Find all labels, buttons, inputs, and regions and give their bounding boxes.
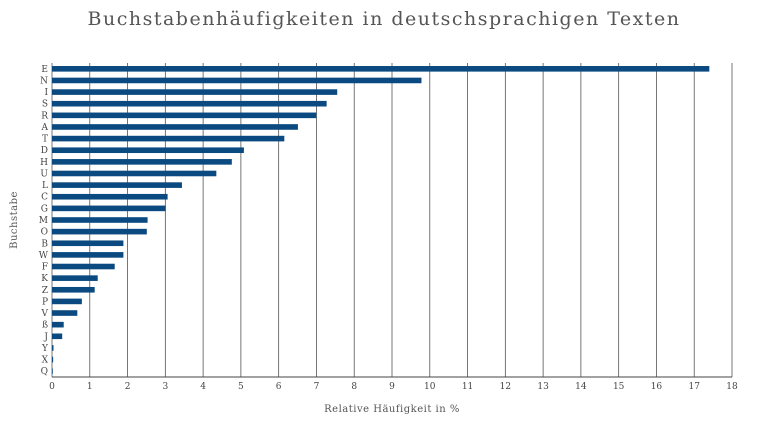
x-tick-label: 17 <box>688 382 700 392</box>
y-tick-label: V <box>41 309 49 319</box>
bar-S <box>52 100 327 107</box>
y-tick-label: Z <box>42 286 48 296</box>
x-tick-label: 16 <box>651 382 663 392</box>
y-tick-label: P <box>42 297 48 307</box>
x-tick-label: 13 <box>537 382 549 392</box>
bar-A <box>52 124 298 130</box>
y-tick-label: N <box>40 76 48 86</box>
y-tick-label: W <box>39 251 49 261</box>
bar-L <box>52 182 182 188</box>
bar-T <box>52 135 285 142</box>
y-tick-label: R <box>41 111 48 121</box>
x-tick-labels: 0 1 2 3 4 5 6 7 8 9 10 11 12 13 14 15 16 17 18 <box>49 382 738 392</box>
bar-X <box>52 356 54 363</box>
x-tick-label: 7 <box>314 382 320 392</box>
bar-C <box>52 193 168 200</box>
y-tick-label: J <box>43 332 48 342</box>
y-tick-label: C <box>41 193 48 203</box>
bar-ß <box>52 321 64 328</box>
x-tick-label: 15 <box>613 382 625 392</box>
y-axis-label: Buchstabe <box>9 191 20 249</box>
y-tick-label: E <box>41 65 48 75</box>
x-tick-label: 4 <box>200 382 206 392</box>
y-tick-label: F <box>42 263 48 273</box>
x-tick-label: 9 <box>389 382 395 392</box>
x-tick-label: 10 <box>424 382 436 392</box>
bar-H <box>52 159 232 165</box>
x-tick-label: 14 <box>575 382 587 392</box>
x-axis-label: Relative Häufigkeit in % <box>324 404 460 415</box>
x-tick-label: 5 <box>238 382 244 392</box>
y-tick-label: Y <box>41 344 49 354</box>
bar-R <box>52 112 317 119</box>
bar-V <box>52 310 78 316</box>
x-tick-label: 11 <box>462 382 473 392</box>
bar-M <box>52 217 148 223</box>
y-tick-label: O <box>41 228 48 238</box>
y-tick-label: ß <box>42 321 48 331</box>
bar-N <box>52 77 422 84</box>
bar-F <box>52 263 115 270</box>
y-tick-label: S <box>42 100 48 110</box>
bar-K <box>52 275 98 281</box>
x-tick-label: 3 <box>162 382 168 392</box>
y-tick-label: H <box>40 158 48 168</box>
bar-U <box>52 170 217 177</box>
bar-I <box>52 89 338 95</box>
bar-D <box>52 147 244 154</box>
y-tick-label: U <box>40 169 48 179</box>
bar-Z <box>52 286 95 293</box>
grid-lines <box>51 63 733 378</box>
y-tick-label: G <box>41 204 48 214</box>
bar-Q <box>52 368 53 374</box>
y-tick-label: L <box>42 181 48 191</box>
y-tick-label: I <box>44 88 48 98</box>
y-tick-label: K <box>41 274 48 284</box>
bar-P <box>52 298 82 305</box>
bar-W <box>52 252 124 258</box>
bar-Y <box>52 345 54 351</box>
x-tick-label: 18 <box>726 382 738 392</box>
x-tick-label: 6 <box>276 382 282 392</box>
y-tick-label: A <box>41 123 49 133</box>
y-tick-label: M <box>39 216 48 226</box>
x-tick-label: 12 <box>500 382 511 392</box>
y-tick-label: Q <box>41 367 48 377</box>
bars <box>52 66 710 374</box>
x-tick-label: 8 <box>351 382 357 392</box>
chart-title: Buchstabenhäufigkeiten in deutschsprachi… <box>87 8 681 30</box>
y-tick-label: B <box>41 239 48 249</box>
bar-B <box>52 240 124 247</box>
x-tick-label: 1 <box>87 382 93 392</box>
bar-G <box>52 205 166 212</box>
bar-E <box>52 66 710 72</box>
y-tick-label: T <box>42 135 48 145</box>
y-tick-label: D <box>41 146 48 156</box>
y-tick-label: X <box>42 356 49 366</box>
x-tick-label: 0 <box>49 382 55 392</box>
bar-O <box>52 228 147 235</box>
bar-J <box>52 333 63 340</box>
x-tick-label: 2 <box>125 382 131 392</box>
